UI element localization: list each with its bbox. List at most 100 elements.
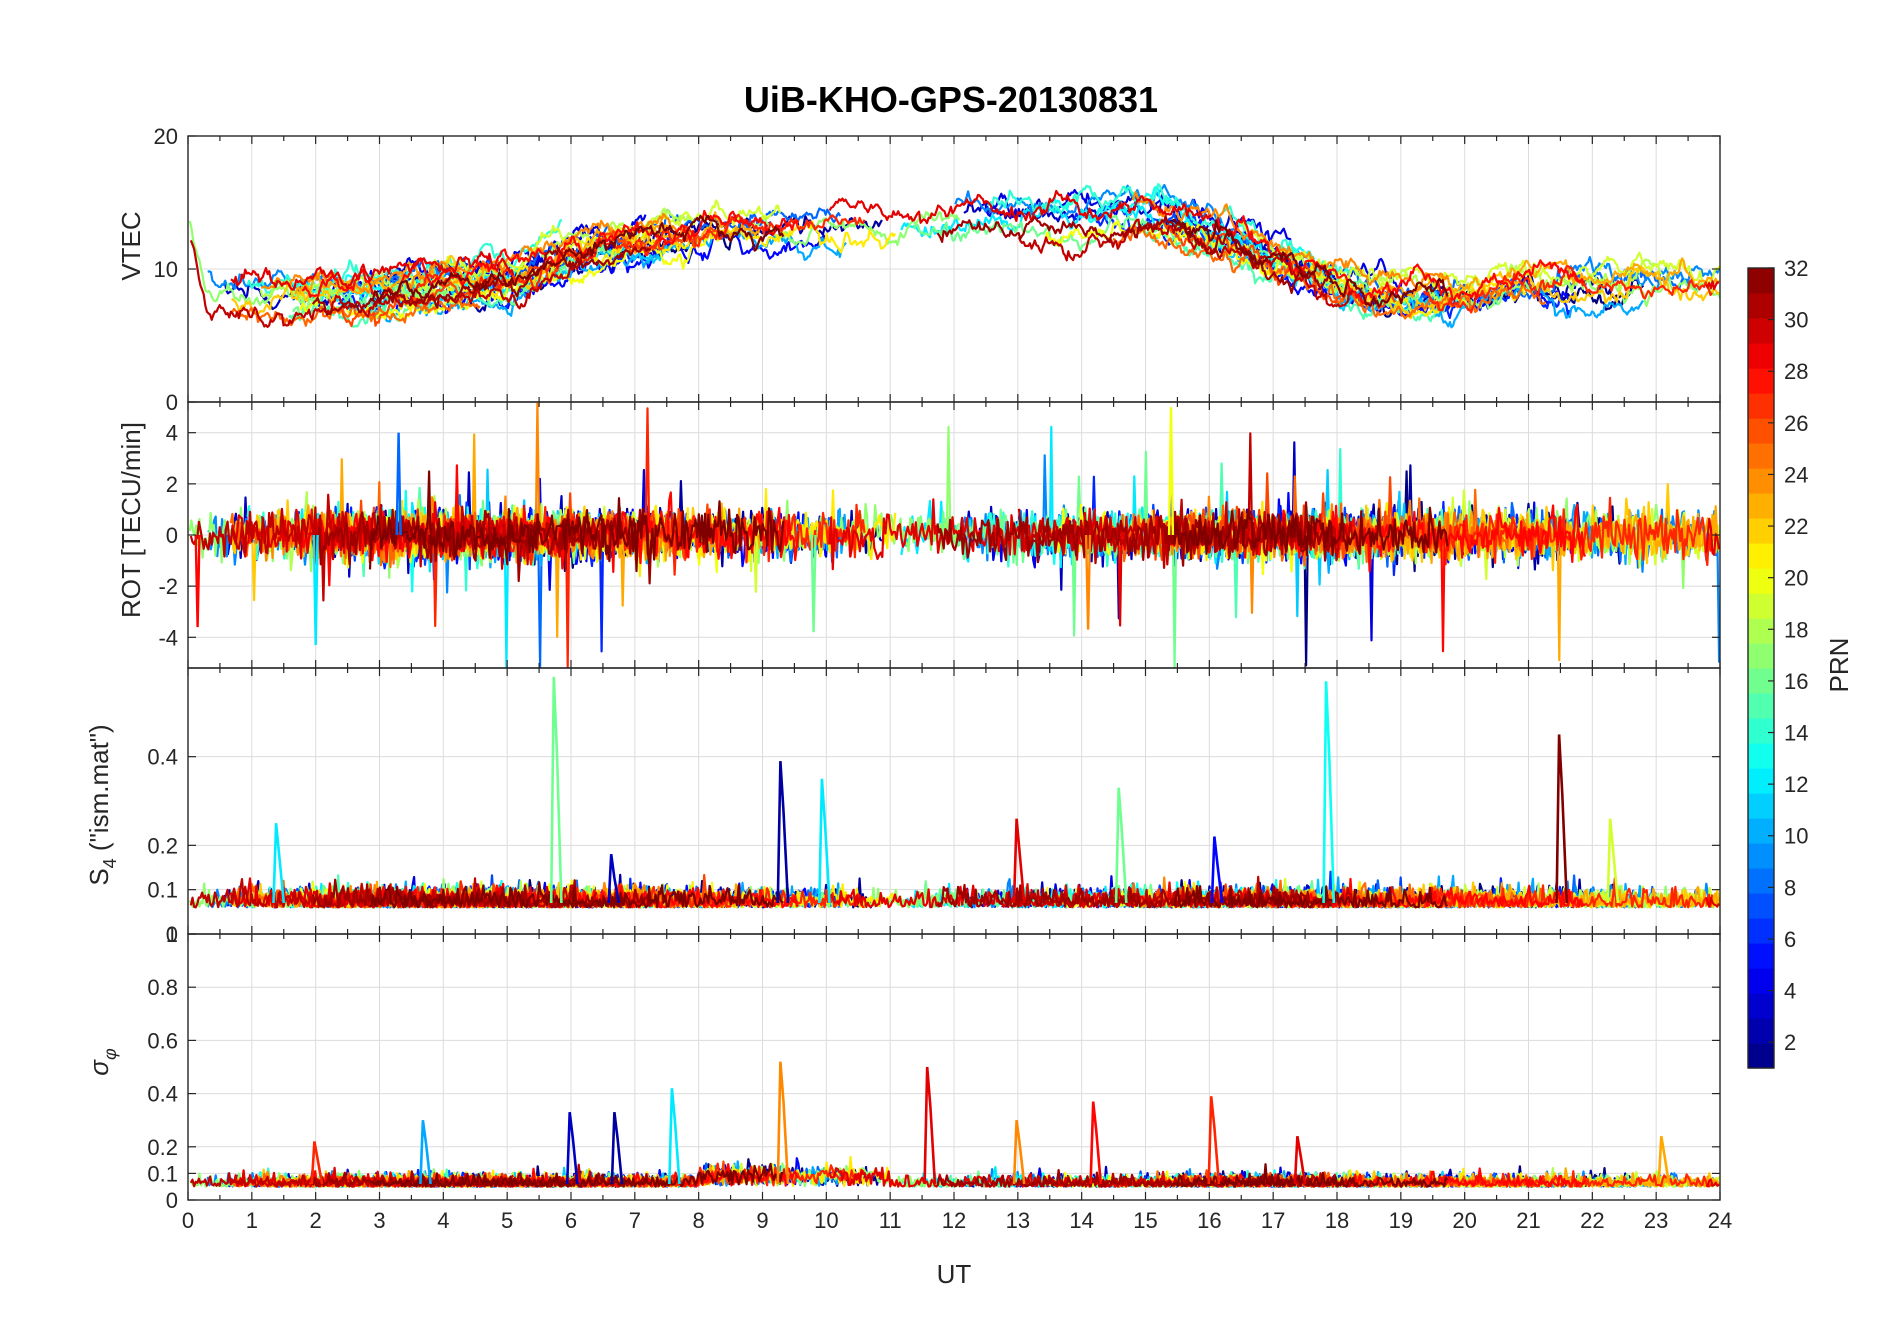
colorbar-tick-label: 20	[1784, 566, 1808, 591]
sigma-ytick-label: 0.1	[147, 1161, 178, 1186]
sigma-ytick-label: 0.2	[147, 1135, 178, 1160]
s4-peak	[1012, 818, 1026, 904]
colorbar-tick-label: 24	[1784, 462, 1808, 487]
colorbar-tick-label: 22	[1784, 514, 1808, 539]
rot-spike	[312, 534, 319, 646]
s4-ylabel-main: S	[84, 868, 114, 885]
s4-peak	[1210, 836, 1224, 904]
x-tick-label: 0	[182, 1208, 194, 1233]
x-tick-label: 7	[629, 1208, 641, 1233]
s4-traces	[188, 676, 1721, 909]
colorbar-tick-label: 16	[1784, 669, 1808, 694]
vtec-traces	[188, 183, 1721, 329]
colorbar-tick-label: 10	[1784, 824, 1808, 849]
figure-title: UiB-KHO-GPS-20130831	[744, 79, 1158, 120]
vtec-trace-prn-23	[1379, 257, 1720, 301]
x-tick-label: 19	[1389, 1208, 1413, 1233]
s4-ytick-label: 0	[166, 922, 178, 947]
colorbar-swatch	[1748, 468, 1774, 494]
s4-peak	[1322, 681, 1336, 904]
vtec-trace-prn-27	[413, 213, 866, 295]
rot-spike	[810, 534, 817, 633]
rot-traces	[188, 401, 1721, 669]
s4-ytick-label: 0.2	[147, 833, 178, 858]
sigma-panel: 00.10.20.40.60.810 1 2 3 4 5 6 7 8 9 10 11 12 13 14 15 1…	[147, 922, 1732, 1233]
x-tick-label: 10	[814, 1208, 838, 1233]
x-tick-label: 2	[310, 1208, 322, 1233]
s4-ylabel: S4 ("ism.mat")	[84, 724, 120, 885]
colorbar-swatch	[1748, 418, 1774, 444]
colorbar-swatch	[1748, 968, 1774, 994]
sigma-peak	[923, 1066, 937, 1185]
colorbar-swatch	[1748, 1018, 1774, 1044]
colorbar-tick-label: 26	[1784, 411, 1808, 436]
vtec-trace-prn-9	[1566, 256, 1721, 293]
sigma-peak	[1657, 1135, 1671, 1185]
colorbar-swatch	[1748, 718, 1774, 744]
x-tick-label: 15	[1133, 1208, 1157, 1233]
vtec-ylabel: VTEC	[116, 211, 146, 280]
vtec-trace-prn-18	[259, 207, 692, 301]
rot-trace-prn-31	[311, 508, 653, 585]
rot-spike	[1084, 534, 1092, 630]
rot-trace-prn-31	[936, 501, 1333, 567]
s4-peak	[1555, 734, 1569, 904]
sigma-ylabel-main: σ	[84, 1059, 114, 1076]
x-tick-label: 1	[246, 1208, 258, 1233]
rot-ytick-label: -4	[158, 625, 178, 650]
s4-panel: 0 0.1 0.2 0.4	[147, 667, 1721, 947]
sigma-peak	[668, 1088, 681, 1185]
rot-ytick-label: 4	[166, 421, 178, 446]
vtec-trace-prn-32	[1172, 218, 1449, 308]
colorbar-frame	[1747, 267, 1775, 1069]
colorbar-swatch	[1748, 793, 1774, 819]
colorbar-tick-label: 14	[1784, 721, 1808, 746]
colorbar-tick-label: 6	[1784, 927, 1796, 952]
colorbar-swatch	[1748, 593, 1774, 619]
sigma-peak	[565, 1112, 579, 1185]
colorbar-swatch	[1748, 918, 1774, 944]
vtec-trace-prn-11	[1206, 233, 1466, 312]
colorbar-label: PRN	[1824, 638, 1854, 693]
colorbar-swatch	[1748, 318, 1774, 344]
sigma-peak	[419, 1120, 432, 1185]
sigma-trace-prn-28	[1212, 1167, 1586, 1188]
rot-ytick-label: 0	[166, 523, 178, 548]
rot-spike	[1167, 407, 1175, 536]
s4-peak	[776, 761, 790, 904]
colorbar-swatch	[1748, 818, 1774, 844]
s4-peak	[607, 854, 621, 904]
x-tick-label: 20	[1452, 1208, 1476, 1233]
x-tick-label: 13	[1006, 1208, 1030, 1233]
vtec-trace-prn-29	[230, 251, 515, 291]
vtec-panel: 0 10 20	[154, 124, 1721, 415]
colorbar-tick-label: 32	[1784, 256, 1808, 281]
sigma-peak	[1012, 1120, 1026, 1185]
sigma-ytick-label: 1	[166, 922, 178, 947]
sigma-peak	[1293, 1135, 1307, 1185]
colorbar-tick-label: 18	[1784, 617, 1808, 642]
x-axis-label: UT	[937, 1259, 972, 1289]
s4-trace-prn-32	[369, 881, 784, 909]
colorbar-swatch	[1748, 443, 1774, 469]
colorbar-swatch	[1748, 693, 1774, 719]
x-tick-label: 22	[1580, 1208, 1604, 1233]
x-tick-label: 14	[1069, 1208, 1093, 1233]
vtec-ytick-label: 20	[154, 124, 178, 149]
vtec-trace-prn-29	[828, 189, 1212, 225]
colorbar-tick-label: 2	[1784, 1030, 1796, 1055]
colorbar-tick-label: 12	[1784, 772, 1808, 797]
colorbar-tick-label: 28	[1784, 359, 1808, 384]
rot-trace-prn-32	[368, 470, 785, 573]
x-tick-label: 24	[1708, 1208, 1732, 1233]
sigma-trace-prn-29	[1705, 1178, 1720, 1188]
colorbar-swatch	[1748, 343, 1774, 369]
colorbar-swatch	[1748, 993, 1774, 1019]
rot-ytick-label: 2	[166, 472, 178, 497]
vtec-trace-prn-24	[260, 212, 679, 294]
x-tick-label: 23	[1644, 1208, 1668, 1233]
s4-ylabel-sub: 4	[100, 858, 120, 868]
s4-ytick-label: 0.4	[147, 745, 178, 770]
